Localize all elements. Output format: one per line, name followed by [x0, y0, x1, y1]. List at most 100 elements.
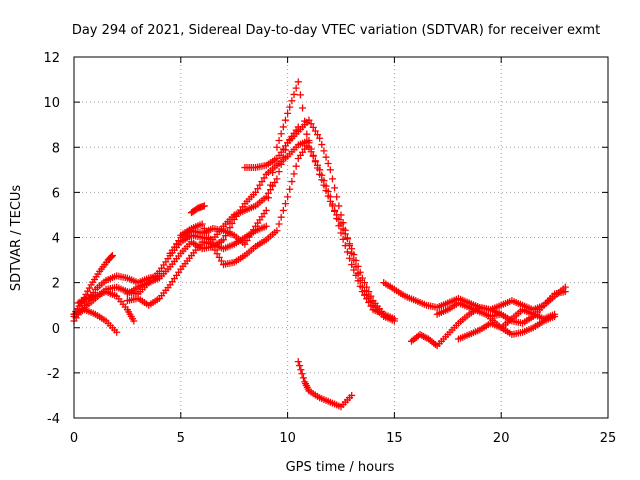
data-point-interp: [335, 202, 343, 210]
data-point-interp: [245, 233, 253, 241]
series-arc-11: [241, 116, 398, 325]
data-point-interp: [226, 224, 234, 232]
data-point-interp: [249, 226, 257, 234]
data-point: [561, 283, 569, 291]
data-point: [284, 193, 292, 201]
data-point-interp: [108, 252, 116, 260]
y-tick-label: -4: [47, 412, 60, 427]
x-tick-label: 15: [386, 431, 403, 446]
data-point-interp: [346, 254, 354, 262]
data-point-interp: [318, 176, 326, 184]
y-axis-label: SDTVAR / TECUs: [9, 185, 24, 292]
data-point: [358, 283, 366, 291]
data-point-interp: [211, 246, 219, 254]
data-point: [316, 170, 324, 178]
data-point: [326, 197, 334, 205]
data-point: [348, 249, 356, 257]
data-point: [209, 243, 217, 251]
data-point-interp: [360, 287, 368, 295]
data-point-interp: [309, 151, 317, 159]
data-point: [273, 143, 281, 151]
y-tick-label: 8: [52, 141, 60, 156]
data-point-interp: [314, 131, 322, 139]
data-point-interp: [324, 159, 332, 167]
data-point-interp: [292, 162, 300, 170]
data-point-interp: [309, 123, 317, 131]
data-point-interp: [281, 116, 289, 124]
data-point: [326, 166, 334, 174]
series-arc-9: [177, 139, 398, 323]
data-point: [294, 78, 302, 86]
data-point: [252, 188, 260, 196]
data-point-interp: [286, 103, 294, 111]
y-tick-label: 12: [43, 51, 60, 66]
data-point-interp: [269, 169, 277, 177]
data-point-interp: [328, 175, 336, 183]
x-axis-label: GPS time / hours: [286, 460, 395, 475]
data-point-interp: [85, 284, 93, 292]
data-point-interp: [290, 90, 298, 98]
data-point-interp: [264, 194, 272, 202]
series-arc-8: [166, 78, 388, 318]
x-tick-label: 10: [279, 431, 296, 446]
data-point-interp: [279, 206, 287, 214]
data-point-interp: [213, 250, 221, 258]
data-point-interp: [365, 294, 373, 302]
data-point-interp: [292, 84, 300, 92]
data-point: [241, 240, 249, 248]
data-point-interp: [298, 370, 306, 378]
data-point: [551, 312, 559, 320]
data-point-interp: [311, 158, 319, 166]
data-point-interp: [363, 290, 371, 298]
data-point-interp: [360, 279, 368, 287]
y-tick-label: 10: [43, 96, 60, 111]
data-point: [337, 211, 345, 219]
data-point-interp: [296, 91, 304, 99]
data-point-interp: [288, 178, 296, 186]
series-arc-4: [74, 288, 138, 325]
data-point: [273, 227, 281, 235]
data-point-interp: [307, 145, 315, 153]
data-point: [273, 175, 281, 183]
data-point-interp: [243, 237, 251, 245]
data-point-interp: [275, 136, 283, 144]
data-point-interp: [281, 200, 289, 208]
data-point-interp: [228, 220, 236, 228]
data-point: [262, 206, 270, 214]
data-point: [284, 109, 292, 117]
x-tick-label: 25: [600, 431, 617, 446]
data-point: [198, 220, 206, 228]
data-point-interp: [202, 229, 210, 237]
data-point-interp: [299, 374, 307, 382]
series-arc-12: [294, 358, 356, 411]
data-point-interp: [299, 104, 307, 112]
data-point: [294, 358, 302, 366]
y-tick-label: 0: [52, 322, 60, 337]
data-point: [200, 202, 208, 210]
data-point-interp: [275, 220, 283, 228]
data-point-interp: [290, 170, 298, 178]
data-point-interp: [275, 168, 283, 176]
data-point-interp: [84, 287, 92, 295]
data-point-interp: [356, 276, 364, 284]
data-point-interp: [320, 147, 328, 155]
data-point-interp: [267, 181, 275, 189]
data-point-interp: [328, 202, 336, 210]
data-point-interp: [333, 193, 341, 201]
data-point-interp: [200, 224, 208, 232]
data-point: [108, 252, 116, 260]
x-tick-label: 20: [493, 431, 510, 446]
data-point-interp: [324, 192, 332, 200]
data-point-interp: [331, 184, 339, 192]
data-point-interp: [254, 185, 262, 193]
data-point-interp: [205, 234, 213, 241]
data-point: [262, 222, 270, 230]
data-point: [337, 229, 345, 237]
data-point-interp: [256, 181, 264, 189]
y-tick-label: 2: [52, 277, 60, 292]
data-point-interp: [258, 178, 266, 186]
data-point-interp: [217, 257, 225, 265]
data-point-interp: [260, 174, 268, 182]
data-point: [348, 391, 356, 399]
